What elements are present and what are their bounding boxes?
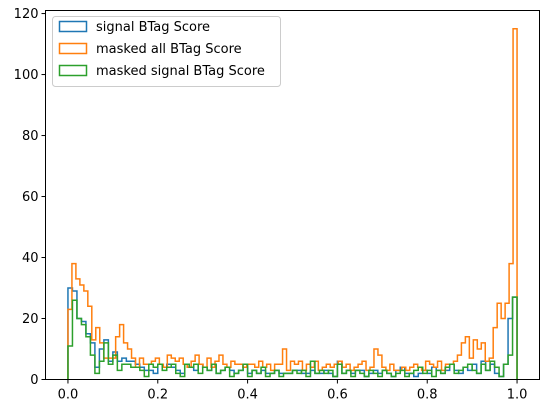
x-tick-label: 0.8	[417, 388, 438, 403]
y-tick-label: 40	[22, 251, 39, 266]
series-line-2	[67, 296, 518, 380]
y-tick-label: 60	[22, 190, 39, 205]
legend-swatch-masked-signal	[58, 64, 88, 77]
y-tick-label: 20	[22, 312, 39, 327]
plot-frame	[45, 10, 540, 380]
legend-label-masked-signal: masked signal BTag Score	[96, 64, 265, 79]
y-tick-label: 80	[22, 129, 39, 144]
series-layer	[67, 28, 518, 380]
legend-swatch-signal	[58, 20, 88, 33]
x-tick-label: 0.4	[237, 388, 258, 403]
x-tick-label: 0.2	[147, 388, 168, 403]
legend-label-signal: signal BTag Score	[96, 20, 210, 35]
y-tick-label: 120	[14, 7, 39, 22]
x-tick-label: 1.0	[507, 388, 528, 403]
legend-label-masked-all: masked all BTag Score	[96, 42, 242, 57]
series-line-1	[67, 28, 518, 380]
legend: signal BTag Score masked all BTag Score …	[52, 16, 281, 87]
y-tick-label: 0	[30, 373, 38, 388]
y-tick-label: 100	[14, 68, 39, 83]
x-tick-label: 0.0	[58, 388, 79, 403]
legend-swatch-masked-all	[58, 42, 88, 55]
legend-box	[52, 16, 281, 87]
x-tick-label: 0.6	[327, 388, 348, 403]
axes-layer: 0.0 0.2 0.4 0.6 0.8 1.0 0 20 40 60 80 100 120	[14, 7, 528, 402]
